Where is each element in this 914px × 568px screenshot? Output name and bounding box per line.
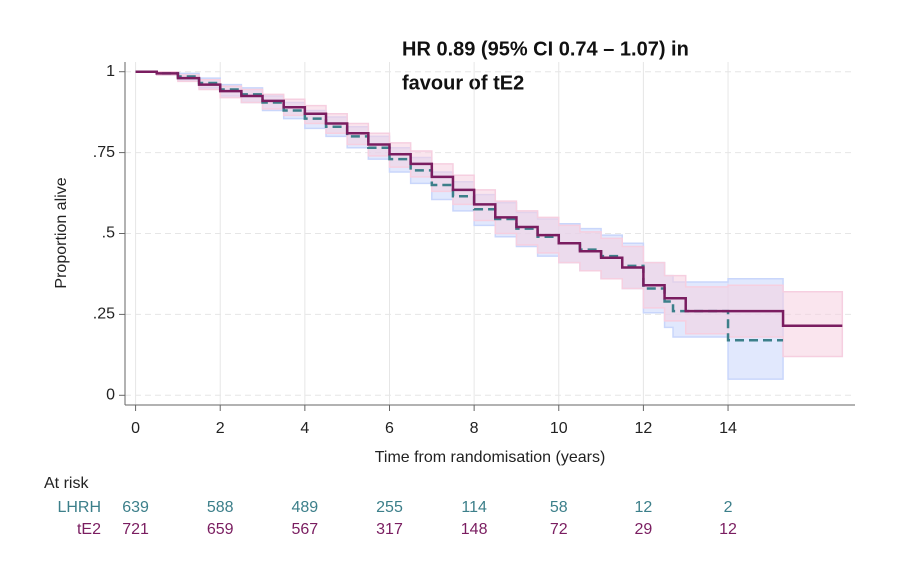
risk-value: 12 [635,499,653,516]
risk-value: 114 [461,499,487,516]
ci-band [135,70,844,358]
y-tick-label: .75 [93,144,115,161]
x-tick-label: 2 [216,420,225,437]
y-tick-label: 0 [106,387,115,404]
x-tick-label: 10 [550,420,568,437]
risk-value: 72 [550,521,568,538]
annotation: HR 0.89 (95% CI 0.74 – 1.07) in [402,38,689,60]
risk-row-label: tE2 [77,521,101,538]
annotation: favour of tE2 [402,72,524,94]
risk-value: 721 [122,521,149,538]
risk-row-label: LHRH [57,499,101,516]
x-tick-label: 6 [385,420,394,437]
risk-value: 588 [207,499,234,516]
risk-value: 639 [122,499,149,516]
x-axis-title: Time from randomisation (years) [375,449,606,466]
x-tick-label: 12 [635,420,653,437]
risk-value: 2 [724,499,733,516]
y-axis-title: Proportion alive [53,177,70,288]
y-tick-label: 1 [106,63,115,80]
y-tick-label: .5 [102,225,115,242]
x-tick-label: 14 [719,420,737,437]
risk-title: At risk [44,475,89,492]
x-tick-label: 0 [131,420,140,437]
risk-value: 659 [207,521,234,538]
risk-value: 317 [376,521,403,538]
risk-value: 29 [635,521,653,538]
risk-value: 148 [461,521,488,538]
risk-value: 12 [719,521,737,538]
risk-value: 567 [292,521,319,538]
x-tick-label: 8 [470,420,479,437]
y-tick-label: .25 [93,306,115,323]
risk-value: 58 [550,499,568,516]
risk-value: 255 [376,499,403,516]
survival-line [135,70,843,327]
risk-value: 489 [292,499,319,516]
x-tick-label: 4 [300,420,309,437]
